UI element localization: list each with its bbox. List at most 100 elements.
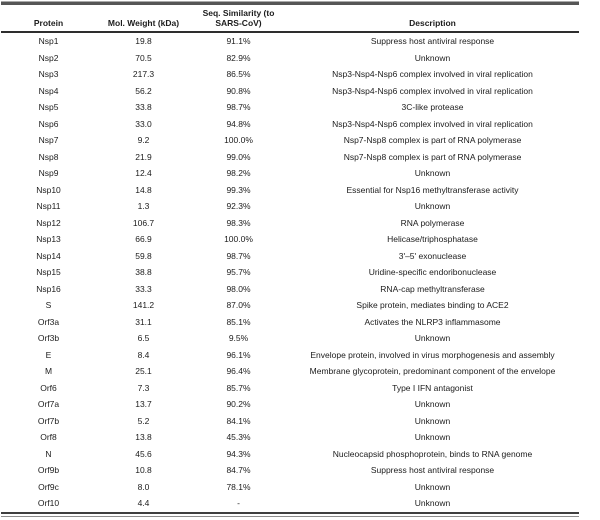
- description-cell: RNA-cap methyltransferase: [380, 283, 485, 294]
- table-row: Nsp2 70.5 82.9% Unknown: [1, 50, 579, 67]
- col-header-mol-weight: Mol. Weight (kDa): [107, 18, 180, 28]
- protein-cell: Nsp5: [38, 102, 59, 113]
- protein-cell: Orf9c: [38, 481, 59, 492]
- mol-weight-cell: 14.8: [135, 184, 152, 195]
- protein-cell: E: [45, 349, 52, 360]
- table-row: Orf10 4.4 - Unknown: [1, 495, 579, 512]
- protein-cell: Nsp6: [38, 118, 59, 129]
- mol-weight-cell: 66.9: [135, 234, 152, 245]
- protein-cell: Orf7b: [37, 415, 60, 426]
- mol-weight-cell: 45.6: [135, 448, 152, 459]
- description-cell: Unknown: [414, 498, 451, 509]
- similarity-cell: 96.4%: [226, 366, 251, 377]
- similarity-cell: 94.3%: [226, 448, 251, 459]
- mol-weight-cell: 5.2: [137, 415, 150, 426]
- similarity-cell: 82.9%: [226, 52, 251, 63]
- similarity-cell: 94.8%: [226, 118, 251, 129]
- description-cell: Unknown: [414, 415, 451, 426]
- table-row: S 141.2 87.0% Spike protein, mediates bindi…: [1, 297, 579, 314]
- table-row: Orf7b 5.2 84.1% Unknown: [1, 413, 579, 430]
- protein-cell: Nsp7: [38, 135, 59, 146]
- protein-cell: Orf6: [40, 382, 57, 393]
- mol-weight-cell: 106.7: [132, 217, 155, 228]
- protein-cell: Nsp14: [36, 250, 61, 261]
- similarity-cell: 86.5%: [226, 69, 251, 80]
- similarity-cell: 99.0%: [226, 151, 251, 162]
- table-row: Nsp7 9.2 100.0% Nsp7-Nsp8 complex is part o…: [1, 132, 579, 149]
- table-row: Orf7a 13.7 90.2% Unknown: [1, 396, 579, 413]
- similarity-cell: 9.5%: [228, 333, 249, 344]
- protein-cell: Nsp16: [36, 283, 61, 294]
- table-row: Nsp1 19.8 91.1% Suppress host antiviral res…: [1, 33, 579, 50]
- description-cell: Nsp7-Nsp8 complex is part of RNA polymer…: [343, 135, 522, 146]
- mol-weight-cell: 70.5: [135, 52, 152, 63]
- mol-weight-cell: 21.9: [135, 151, 152, 162]
- table-top-rule: [1, 1, 579, 5]
- similarity-cell: 45.3%: [226, 432, 251, 443]
- similarity-cell: 85.1%: [226, 316, 251, 327]
- table-row: Nsp9 12.4 98.2% Unknown: [1, 165, 579, 182]
- mol-weight-cell: 31.1: [135, 316, 152, 327]
- table-row: Orf3b 6.5 9.5% Unknown: [1, 330, 579, 347]
- mol-weight-cell: 1.3: [137, 201, 150, 212]
- col-header-protein: Protein: [33, 18, 64, 28]
- table-row: Orf3a 31.1 85.1% Activates the NLRP3 inflam…: [1, 314, 579, 331]
- col-header-seq-similarity: Seq. Similarity (to SARS-CoV): [191, 8, 286, 28]
- protein-cell: Nsp8: [38, 151, 59, 162]
- protein-cell: Nsp10: [36, 184, 61, 195]
- similarity-cell: 98.7%: [226, 250, 251, 261]
- mol-weight-cell: 6.5: [137, 333, 150, 344]
- col-header-seq-similarity-line2: SARS-CoV): [215, 18, 262, 28]
- similarity-cell: 100.0%: [224, 135, 253, 146]
- mol-weight-cell: 7.3: [137, 382, 150, 393]
- table-row: Nsp16 33.3 98.0% RNA-cap methyltransferase: [1, 281, 579, 298]
- mol-weight-cell: 10.8: [135, 465, 152, 476]
- protein-cell: Orf3b: [37, 333, 60, 344]
- protein-cell: Nsp2: [38, 52, 59, 63]
- protein-cell: M: [44, 366, 53, 377]
- table-row: Orf9b 10.8 84.7% Suppress host antiviral re…: [1, 462, 579, 479]
- similarity-cell: 98.3%: [226, 217, 251, 228]
- table-row: Nsp4 56.2 90.8% Nsp3-Nsp4-Nsp6 complex invo…: [1, 83, 579, 100]
- description-cell: Unknown: [414, 399, 451, 410]
- mol-weight-cell: 38.8: [135, 267, 152, 278]
- protein-cell: Nsp11: [36, 201, 61, 212]
- similarity-cell: 98.0%: [226, 283, 251, 294]
- similarity-cell: 96.1%: [226, 349, 251, 360]
- mol-weight-cell: 8.4: [137, 349, 150, 360]
- table-row: Nsp15 38.8 95.7% Uridine-specific endoribon…: [1, 264, 579, 281]
- similarity-cell: 91.1%: [226, 36, 251, 47]
- description-cell: Nucleocapsid phosphoprotein, binds to RN…: [332, 448, 533, 459]
- similarity-cell: 78.1%: [226, 481, 251, 492]
- description-cell: Nsp7-Nsp8 complex is part of RNA polymer…: [343, 151, 522, 162]
- description-cell: Unknown: [414, 481, 451, 492]
- col-header-seq-similarity-line1: Seq. Similarity (to: [202, 8, 275, 18]
- table-row: Nsp10 14.8 99.3% Essential for Nsp16 methyl…: [1, 182, 579, 199]
- table-row: M 25.1 96.4% Membrane glycoprotein, predomi…: [1, 363, 579, 380]
- mol-weight-cell: 59.8: [135, 250, 152, 261]
- mol-weight-cell: 25.1: [135, 366, 152, 377]
- table-header-row: Protein Mol. Weight (kDa) Seq. Similarit…: [1, 5, 579, 33]
- table-bottom-rule: [1, 511, 579, 517]
- mol-weight-cell: 19.8: [135, 36, 152, 47]
- description-cell: Helicase/triphosphatase: [387, 234, 478, 245]
- table-row: Nsp12 106.7 98.3% RNA polymerase: [1, 215, 579, 232]
- table-row: Nsp11 1.3 92.3% Unknown: [1, 198, 579, 215]
- description-cell: Essential for Nsp16 methyltransferase ac…: [346, 184, 519, 195]
- similarity-cell: -: [237, 498, 240, 509]
- mol-weight-cell: 8.0: [137, 481, 150, 492]
- mol-weight-cell: 13.7: [135, 399, 152, 410]
- table-row: Orf6 7.3 85.7% Type I IFN antagonist: [1, 380, 579, 397]
- table-row: Nsp3 217.3 86.5% Nsp3-Nsp4-Nsp6 complex inv…: [1, 66, 579, 83]
- description-cell: Spike protein, mediates binding to ACE2: [356, 300, 509, 311]
- protein-cell: Orf3a: [37, 316, 60, 327]
- mol-weight-cell: 56.2: [135, 85, 152, 96]
- table-row: Nsp13 66.9 100.0% Helicase/triphosphatase: [1, 231, 579, 248]
- similarity-cell: 84.1%: [226, 415, 251, 426]
- table-row: Nsp5 33.8 98.7% 3C-like protease: [1, 99, 579, 116]
- protein-cell: Nsp13: [36, 234, 61, 245]
- protein-cell: Orf9b: [37, 465, 60, 476]
- protein-cell: Orf7a: [37, 399, 60, 410]
- similarity-cell: 84.7%: [226, 465, 251, 476]
